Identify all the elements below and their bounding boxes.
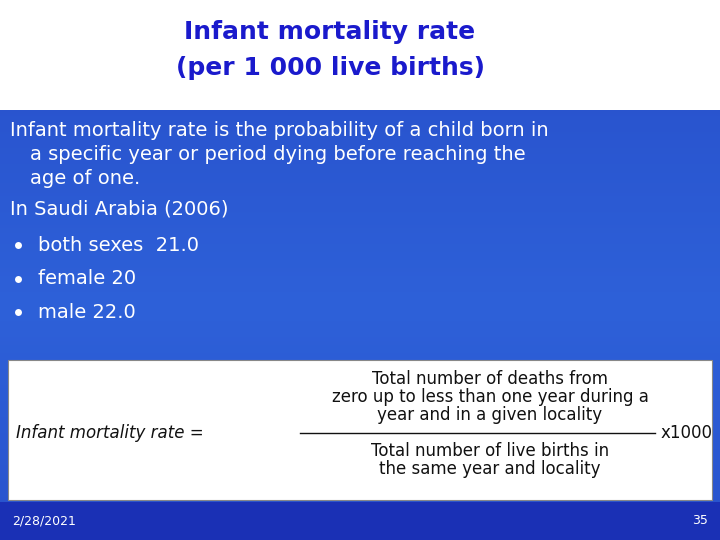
Text: male 22.0: male 22.0 (38, 303, 136, 322)
Text: Infant mortality rate: Infant mortality rate (184, 20, 476, 44)
Text: Infant mortality rate is the probability of a child born in: Infant mortality rate is the probability… (10, 120, 549, 139)
FancyBboxPatch shape (0, 502, 720, 540)
FancyBboxPatch shape (8, 360, 712, 500)
Text: Total number of live births in: Total number of live births in (371, 442, 609, 460)
Text: the same year and locality: the same year and locality (379, 460, 600, 478)
Text: year and in a given locality: year and in a given locality (377, 406, 603, 424)
Text: (per 1 000 live births): (per 1 000 live births) (176, 56, 485, 80)
FancyBboxPatch shape (0, 0, 720, 110)
Text: In Saudi Arabia (2006): In Saudi Arabia (2006) (10, 200, 228, 219)
Text: female 20: female 20 (38, 269, 136, 288)
Text: 35: 35 (692, 515, 708, 528)
Text: Total number of deaths from: Total number of deaths from (372, 370, 608, 388)
Text: x1000: x1000 (661, 424, 713, 442)
Text: Infant mortality rate =: Infant mortality rate = (16, 424, 209, 442)
Text: zero up to less than one year during a: zero up to less than one year during a (332, 388, 649, 406)
Text: both sexes  21.0: both sexes 21.0 (38, 235, 199, 255)
Text: a specific year or period dying before reaching the: a specific year or period dying before r… (30, 145, 526, 164)
Text: age of one.: age of one. (30, 168, 140, 187)
Text: 2/28/2021: 2/28/2021 (12, 515, 76, 528)
